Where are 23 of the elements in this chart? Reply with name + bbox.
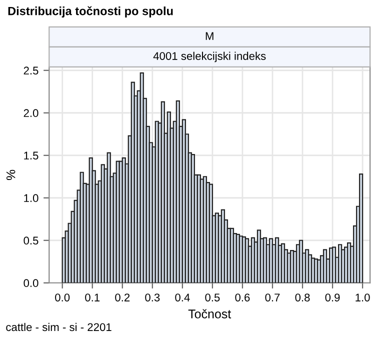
text: 4001 selekcijski indeks (153, 52, 266, 62)
y-tick-label: 2.0 (24, 109, 38, 118)
chart-subtitle: M (206, 32, 214, 40)
chart-title: Distribucija točnosti po spolu (8, 6, 173, 18)
y-axis-title: % (6, 170, 16, 180)
x-tick-label: 0.0 (55, 294, 70, 302)
text: cattle - sim - si - 2201 (6, 322, 112, 332)
y-tick-label: 2.5 (24, 66, 38, 75)
x-tick-label: 0.6 (235, 294, 250, 302)
x-axis-title: Točnost (188, 309, 232, 318)
x-tick-label: 0.3 (145, 294, 160, 302)
x-tick-label: 0.5 (205, 294, 220, 302)
y-tick-label: 1.0 (24, 194, 38, 202)
x-tick-label: 0.9 (325, 294, 340, 302)
y-tick-label: 0.5 (24, 236, 38, 245)
x-tick-label: 0.2 (115, 294, 130, 302)
x-tick-label: 0.7 (265, 294, 280, 302)
y-tick-label: 1.5 (24, 152, 38, 160)
x-tick-label: 0.1 (85, 294, 100, 302)
x-tick-label: 0.4 (175, 294, 190, 302)
x-tick-label: 1.0 (356, 294, 370, 302)
y-tick-label: 0.0 (24, 279, 38, 288)
x-tick-label: 0.8 (295, 294, 310, 302)
